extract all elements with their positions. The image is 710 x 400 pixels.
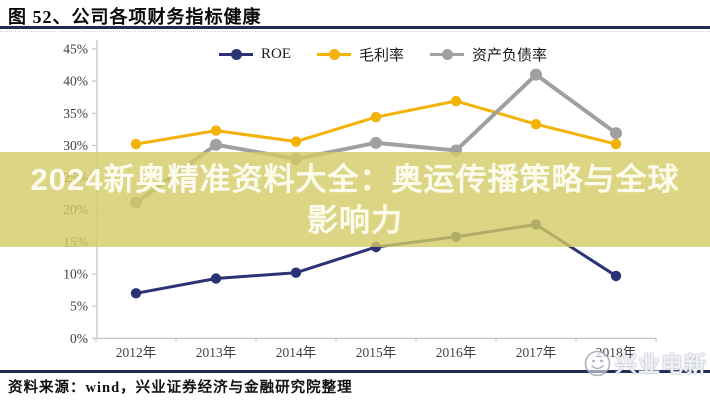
legend-item-毛利率: 毛利率 (316, 44, 404, 65)
data-point (130, 288, 142, 299)
series-毛利率 (130, 95, 622, 150)
banner-text-line2: 影响力 (307, 202, 403, 238)
x-tick-label: 2014年 (276, 345, 317, 360)
x-tick-label: 2013年 (196, 345, 237, 360)
y-tick-label: 5% (70, 299, 88, 314)
promo-banner-overlay: 2024新奥精准资料大全：奥运传播策略与全球 影响力 (0, 152, 710, 247)
data-point (290, 267, 302, 278)
dotted-divider (0, 31, 710, 32)
legend-dot-icon (230, 49, 242, 60)
data-point (610, 138, 622, 150)
title-divider (0, 26, 710, 29)
legend-label: ROE (260, 46, 291, 62)
data-point (210, 138, 222, 151)
smiley-logo-icon (584, 350, 611, 377)
y-tick-label: 0% (70, 331, 88, 346)
watermark: 兴业电新 (584, 347, 707, 379)
legend-item-资产负债率: 资产负债率 (430, 44, 547, 65)
legend-label: 资产负债率 (472, 48, 548, 64)
legend-label: 毛利率 (358, 48, 404, 64)
y-tick-label: 45% (63, 41, 88, 56)
chart-legend: ROE 毛利率 资产负债率 (56, 44, 710, 65)
legend-item-ROE: ROE (218, 46, 291, 63)
data-point (210, 273, 222, 284)
legend-marker-icon (430, 49, 464, 60)
y-tick-label: 35% (63, 106, 88, 121)
data-point (370, 111, 382, 123)
watermark-text: 兴业电新 (615, 352, 708, 377)
data-point (210, 125, 222, 136)
x-tick-label: 2016年 (436, 345, 477, 360)
x-tick-label: 2015年 (356, 345, 397, 360)
legend-dot-icon (442, 49, 453, 60)
banner-text-line1: 2024新奥精准资料大全：奥运传播策略与全球 (30, 161, 680, 197)
x-tick-label: 2012年 (116, 345, 157, 360)
data-point (450, 95, 462, 107)
x-tick-label: 2017年 (516, 345, 557, 360)
source-note: 资料来源：wind，兴业证券经济与金融研究院整理 (8, 380, 353, 396)
footer-divider (0, 370, 710, 373)
data-point (290, 136, 302, 147)
data-point (530, 118, 542, 130)
y-tick-label: 40% (63, 74, 88, 89)
figure-title: 图 52、公司各项财务指标健康 (8, 7, 262, 27)
y-tick-label: 10% (63, 267, 88, 282)
legend-marker-icon (316, 49, 351, 60)
legend-dot-icon (328, 49, 340, 60)
data-point (370, 136, 382, 149)
data-point (610, 127, 622, 140)
data-point (530, 68, 542, 81)
y-tick-label: 30% (63, 138, 88, 153)
data-point (130, 138, 142, 150)
series-资产负债率 (130, 68, 622, 209)
legend-marker-icon (218, 49, 253, 60)
data-point (610, 270, 622, 282)
